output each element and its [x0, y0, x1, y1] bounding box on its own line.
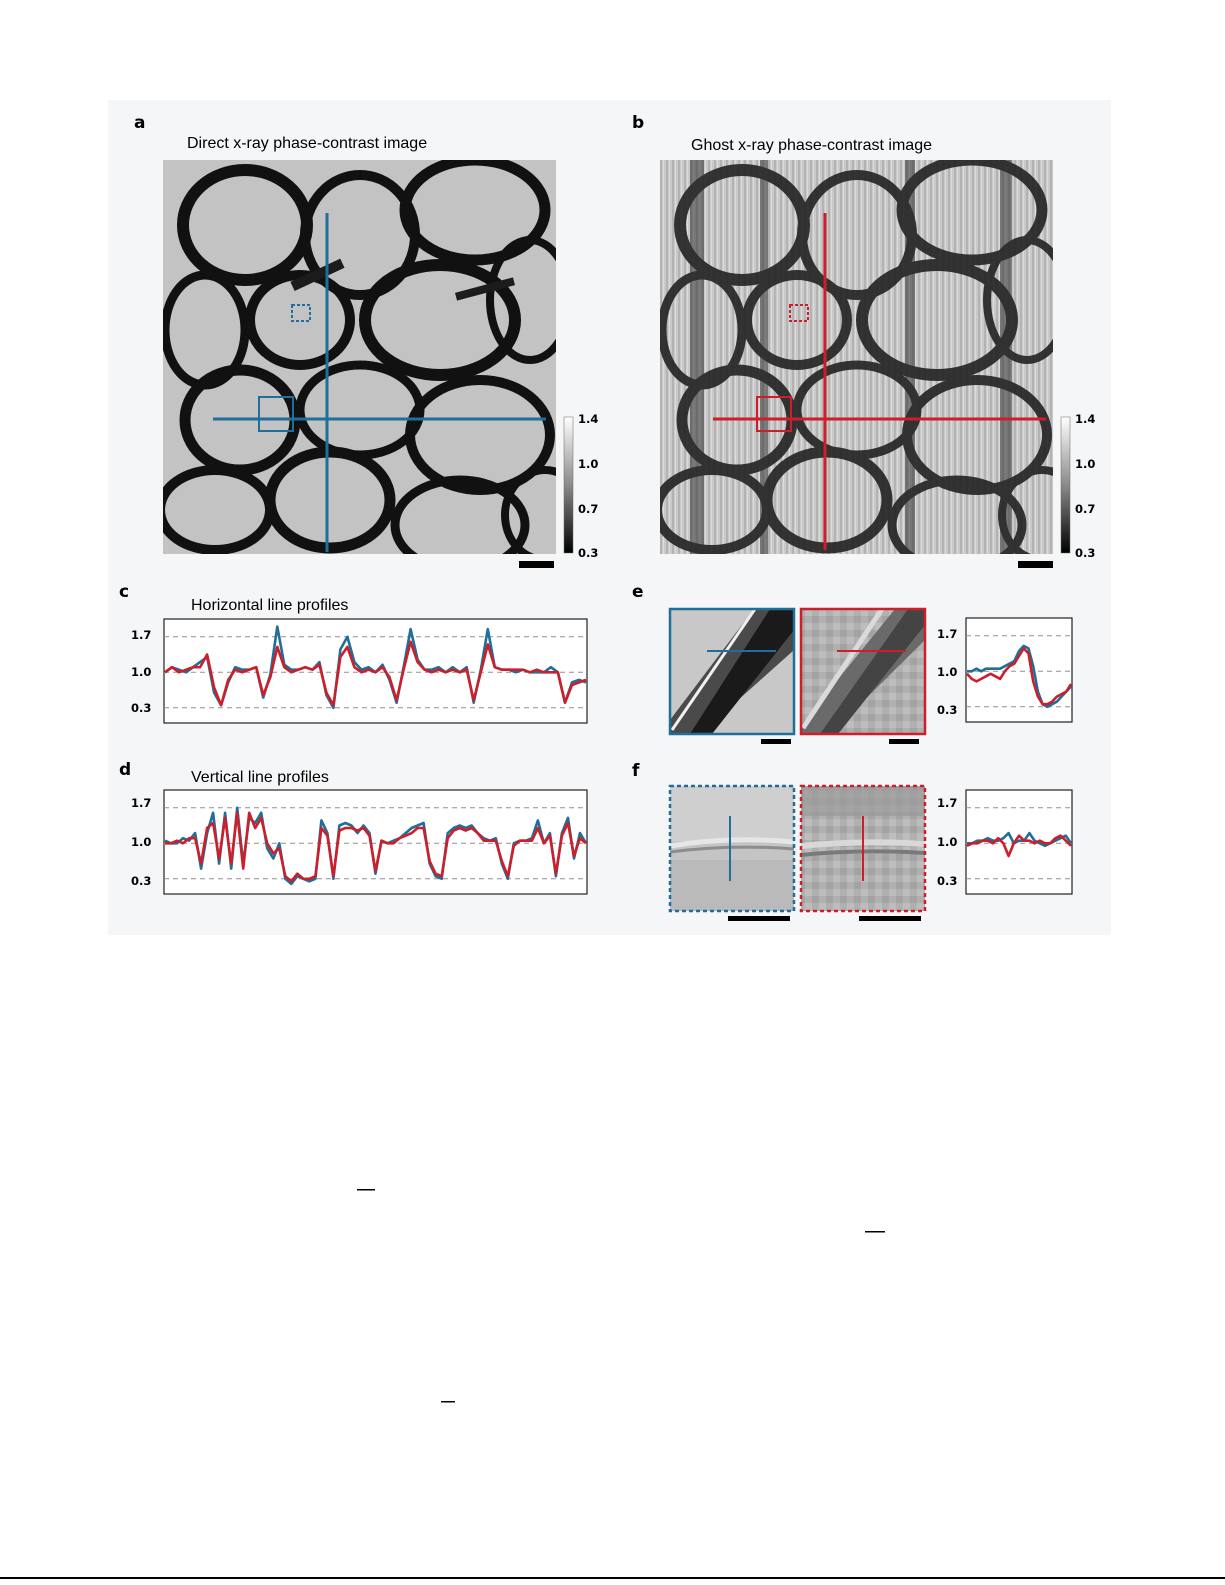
panel-label-c: c — [119, 582, 129, 602]
ghost-image — [660, 160, 1053, 554]
f-ytick-3: 0.3 — [937, 874, 957, 888]
roi-box-e-direct — [258, 396, 294, 432]
colorbar-b-tick-3: 0.7 — [1075, 502, 1095, 516]
profile-line-d-ghost — [165, 811, 587, 883]
zoom-f-ghost-frame — [799, 784, 927, 913]
plot-area-e — [965, 617, 1073, 723]
panel-d: d Vertical line profiles 1.7 1.0 0.3 — [119, 760, 588, 895]
panel-b: b Ghost x-ray phase-contrast image — [632, 113, 1095, 568]
profile-line-e-ghost — [966, 647, 1073, 706]
c-ytick-2: 1.0 — [131, 665, 151, 679]
panel-title-c: Horizontal line profiles — [191, 597, 348, 614]
panel-title-d: Vertical line profiles — [191, 769, 329, 786]
colorbar-a-tick-2: 1.0 — [578, 457, 598, 471]
scale-bar-a — [519, 561, 554, 568]
d-ytick-3: 0.3 — [131, 874, 151, 888]
f-ytick-1: 1.7 — [937, 796, 957, 810]
panel-label-a: a — [134, 113, 145, 133]
d-ytick-1: 1.7 — [131, 796, 151, 810]
page-bottom-rule — [0, 1577, 1225, 1579]
profile-line-f-ghost — [966, 834, 1072, 858]
zoom-e-ghost — [801, 609, 925, 734]
panel-label-f: f — [632, 761, 640, 781]
roi-box-f-direct — [291, 304, 311, 322]
colorbar-a: 1.4 1.0 0.7 0.3 — [563, 412, 598, 560]
profile-line-e-direct — [967, 644, 1072, 709]
colorbar-b-tick-4: 0.3 — [1075, 546, 1095, 560]
scale-bar-e-ghost — [889, 739, 919, 744]
e-ytick-2: 1.0 — [937, 665, 957, 679]
scale-bar-f-direct — [728, 916, 790, 921]
panel-a: a Direct x-ray phase-contrast image — [134, 113, 598, 568]
plot-area-c — [163, 618, 588, 724]
direct-image — [163, 160, 556, 554]
panel-label-e: e — [632, 582, 644, 602]
panel-label-b: b — [632, 113, 644, 133]
roi-box-f-ghost — [789, 304, 809, 322]
panel-c: c Horizontal line profiles 1.7 1.0 0.3 — [119, 582, 588, 724]
panel-e: e 1.7 1.0 0.3 — [632, 582, 1073, 744]
scale-bar-f-ghost — [859, 916, 921, 921]
plot-area-d — [163, 789, 588, 895]
panel-title-a: Direct x-ray phase-contrast image — [187, 135, 427, 152]
fraction-bar-2 — [865, 1231, 885, 1233]
roi-box-e-ghost — [756, 396, 792, 432]
d-ytick-2: 1.0 — [131, 835, 151, 849]
panel-label-d: d — [119, 760, 131, 780]
colorbar-b-tick-1: 1.4 — [1075, 412, 1095, 426]
scale-bar-e-direct — [761, 739, 791, 744]
plot-area-f — [965, 789, 1073, 895]
f-ytick-2: 1.0 — [937, 835, 957, 849]
scale-bar-b — [1018, 561, 1053, 568]
zoom-f-direct-frame — [668, 784, 796, 913]
direct-annotations — [213, 213, 546, 552]
panel-title-b: Ghost x-ray phase-contrast image — [691, 137, 932, 154]
zoom-f-direct — [670, 786, 794, 911]
c-ytick-3: 0.3 — [131, 701, 151, 715]
colorbar-a-tick-1: 1.4 — [578, 412, 598, 426]
colorbar-b: 1.4 1.0 0.7 0.3 — [1060, 412, 1095, 560]
fraction-bar-3 — [441, 1401, 455, 1403]
colorbar-a-tick-4: 0.3 — [578, 546, 598, 560]
zoom-e-ghost-frame — [799, 607, 927, 736]
panel-f: f 1.7 1.0 0.3 — [632, 761, 1073, 921]
colorbar-b-tick-2: 1.0 — [1075, 457, 1095, 471]
e-ytick-1: 1.7 — [937, 627, 957, 641]
colorbar-a-tick-3: 0.7 — [578, 502, 598, 516]
c-ytick-1: 1.7 — [131, 628, 151, 642]
zoom-e-direct-frame — [668, 607, 796, 736]
profile-line-c-ghost — [164, 640, 587, 707]
ghost-annotations — [713, 213, 1046, 550]
e-ytick-3: 0.3 — [937, 703, 957, 717]
zoom-e-direct — [670, 609, 794, 734]
fraction-bar-1 — [357, 1189, 375, 1191]
